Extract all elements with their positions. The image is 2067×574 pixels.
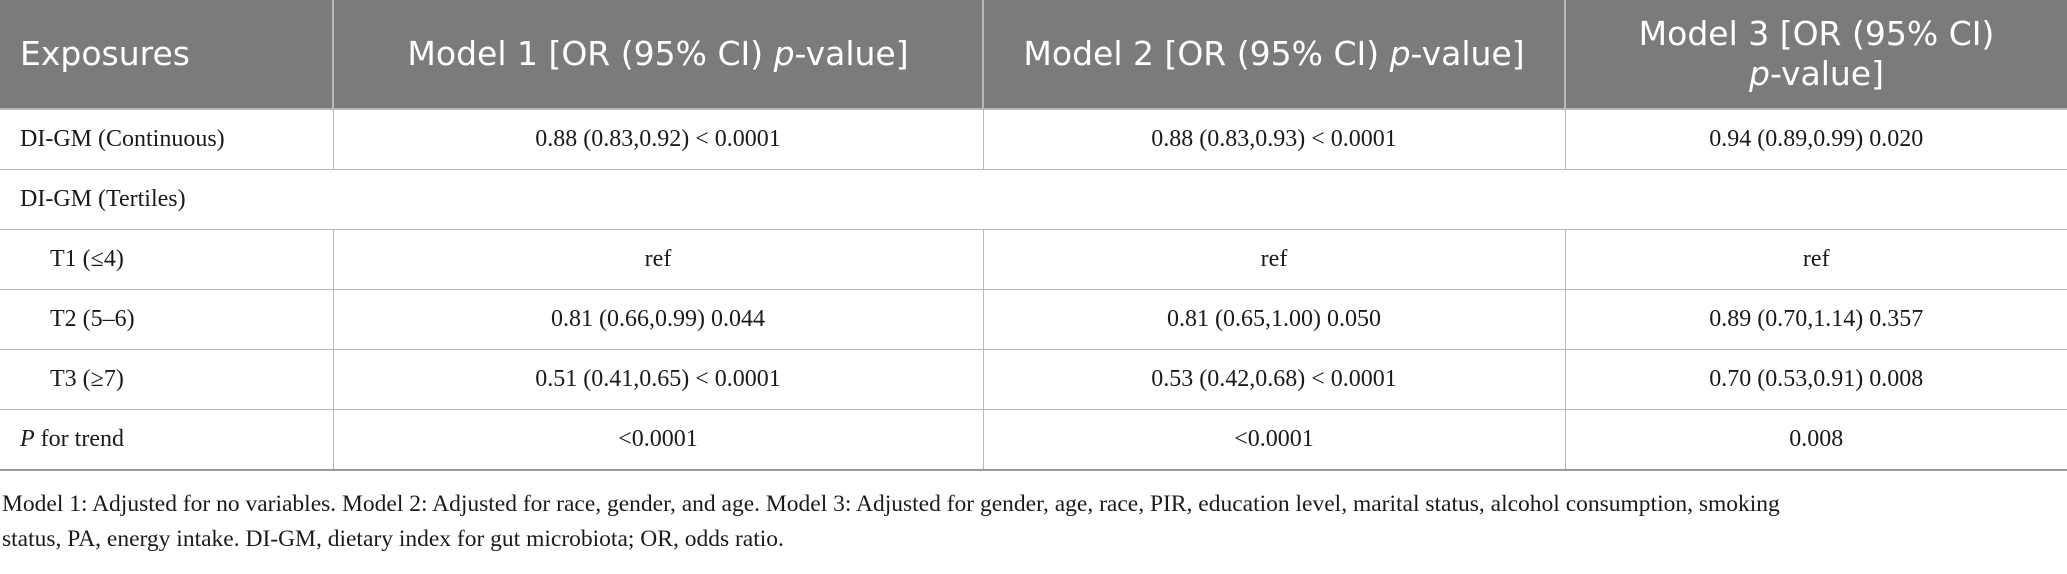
- footnote-line-2: status, PA, energy intake. DI-GM, dietar…: [2, 526, 784, 552]
- cell-model-2: 0.88 (0.83,0.93) < 0.0001: [982, 108, 1566, 170]
- header-model-3: Model 3 [OR (95% CI) p-value]: [1564, 0, 2067, 110]
- cell-model-3: 0.94 (0.89,0.99) 0.020: [1564, 108, 2067, 170]
- header-model-3-text: Model 3 [OR (95% CI): [1638, 14, 1995, 53]
- table-row-tertiles-group: DI-GM (Tertiles): [0, 169, 2067, 230]
- cell-model-3: 0.70 (0.53,0.91) 0.008: [1564, 349, 2067, 410]
- cell-model-2: 0.53 (0.42,0.68) < 0.0001: [982, 349, 1566, 410]
- header-model-1: Model 1 [OR (95% CI) p-value]: [332, 0, 984, 110]
- header-model-2: Model 2 [OR (95% CI) p-value]: [982, 0, 1566, 110]
- cell-model-2: ref: [982, 229, 1566, 290]
- header-exposures: Exposures: [0, 0, 334, 110]
- cell-model-1: 0.88 (0.83,0.92) < 0.0001: [332, 108, 984, 170]
- header-model-1-p: p: [773, 34, 795, 73]
- row-group-label: DI-GM (Tertiles): [0, 169, 2067, 230]
- row-label: T1 (≤4): [0, 229, 334, 290]
- cell-model-3: 0.008: [1564, 409, 2067, 471]
- table-row-t2: T2 (5–6) 0.81 (0.66,0.99) 0.044 0.81 (0.…: [0, 289, 2067, 350]
- footnote-line-1: Model 1: Adjusted for no variables. Mode…: [2, 491, 1780, 517]
- header-model-1-text: Model 1 [OR (95% CI): [407, 34, 774, 73]
- results-table: Exposures Model 1 [OR (95% CI) p-value] …: [0, 0, 2067, 471]
- cell-model-2: 0.81 (0.65,1.00) 0.050: [982, 289, 1566, 350]
- header-model-1-suffix: -value]: [794, 34, 909, 73]
- cell-model-2: <0.0001: [982, 409, 1566, 471]
- cell-model-1: 0.51 (0.41,0.65) < 0.0001: [332, 349, 984, 410]
- header-model-2-text: Model 2 [OR (95% CI): [1023, 34, 1390, 73]
- table-body: DI-GM (Continuous) 0.88 (0.83,0.92) < 0.…: [0, 108, 2067, 471]
- p-trend-label-rest: for trend: [34, 426, 124, 452]
- row-label: T3 (≥7): [0, 349, 334, 410]
- row-label: T2 (5–6): [0, 289, 334, 350]
- row-label: DI-GM (Continuous): [0, 108, 334, 170]
- cell-model-3: ref: [1564, 229, 2067, 290]
- header-model-2-suffix: -value]: [1410, 34, 1525, 73]
- header-model-3-suffix: -value]: [1769, 54, 1884, 93]
- table-footnote: Model 1: Adjusted for no variables. Mode…: [2, 487, 2042, 557]
- results-table-container: Exposures Model 1 [OR (95% CI) p-value] …: [0, 0, 2067, 471]
- header-exposures-text: Exposures: [20, 34, 190, 73]
- header-row: Exposures Model 1 [OR (95% CI) p-value] …: [0, 0, 2067, 110]
- header-model-3-p: p: [1749, 54, 1770, 93]
- table-row-t3: T3 (≥7) 0.51 (0.41,0.65) < 0.0001 0.53 (…: [0, 349, 2067, 410]
- table-row-t1: T1 (≤4) ref ref ref: [0, 229, 2067, 290]
- table-row-p-trend: P for trend <0.0001 <0.0001 0.008: [0, 409, 2067, 471]
- cell-model-1: 0.81 (0.66,0.99) 0.044: [332, 289, 984, 350]
- cell-model-1: <0.0001: [332, 409, 984, 471]
- table-header: Exposures Model 1 [OR (95% CI) p-value] …: [0, 0, 2067, 110]
- p-italic-label: P: [20, 426, 35, 452]
- table-row-continuous: DI-GM (Continuous) 0.88 (0.83,0.92) < 0.…: [0, 108, 2067, 170]
- cell-model-3: 0.89 (0.70,1.14) 0.357: [1564, 289, 2067, 350]
- header-model-2-p: p: [1389, 34, 1411, 73]
- cell-model-1: ref: [332, 229, 984, 290]
- row-label: P for trend: [0, 409, 334, 471]
